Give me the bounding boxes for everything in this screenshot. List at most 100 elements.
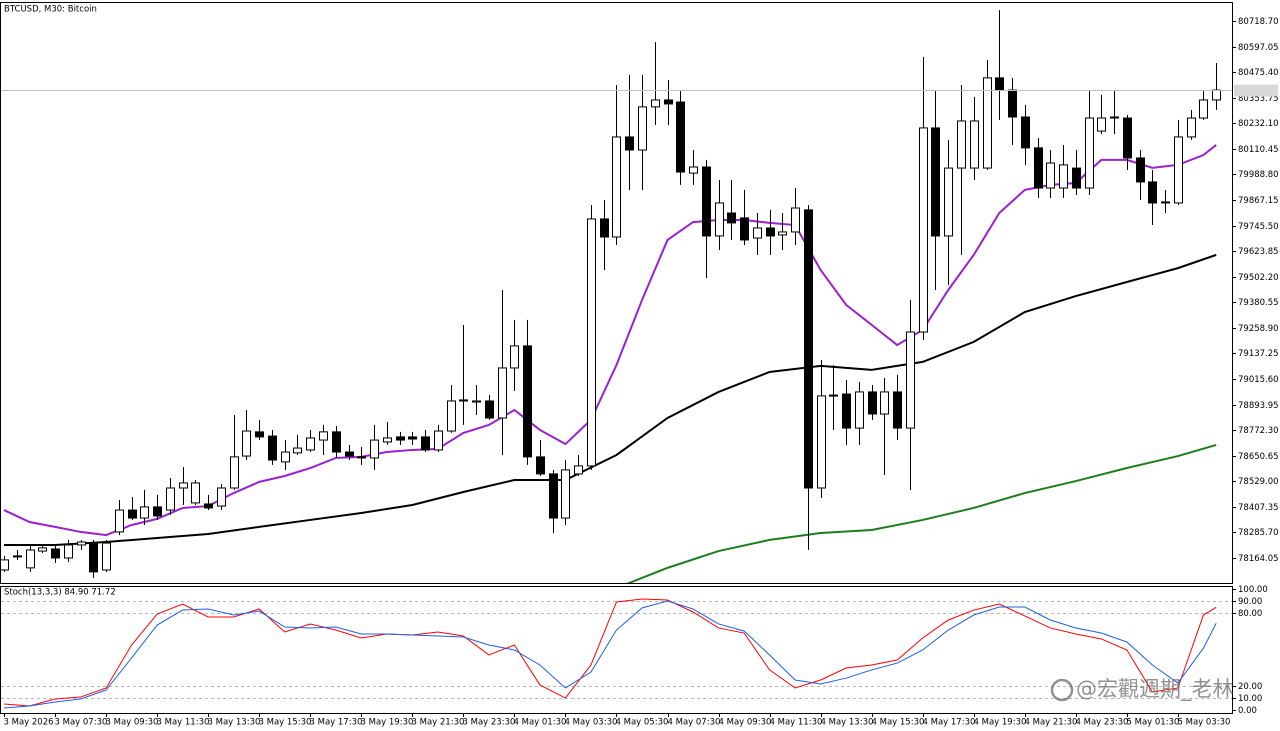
candle-body	[727, 212, 736, 224]
y-tick-label: 80353.75	[1238, 94, 1279, 104]
y-tick-label: 79867.15	[1238, 196, 1279, 206]
x-tick-label: 4 May 17:30	[923, 718, 976, 728]
candle-body	[855, 391, 864, 429]
candle-body	[459, 399, 468, 402]
candle-body	[702, 166, 711, 237]
candle-body	[51, 548, 60, 559]
y-tick-label: 80718.70	[1238, 17, 1279, 27]
x-tick-label: 3 May 11:30	[157, 718, 210, 728]
candle-body	[1072, 167, 1081, 189]
candle-body	[1148, 181, 1157, 204]
x-tick-label: 3 May 15:30	[259, 718, 312, 728]
candle-body	[1085, 117, 1094, 189]
candle-body	[370, 439, 379, 459]
candle-body	[625, 136, 634, 151]
last-price-marker	[1234, 84, 1278, 97]
candle-body	[1161, 201, 1170, 204]
x-tick-label: 4 May 05:30	[616, 718, 669, 728]
candle-body	[664, 99, 673, 105]
x-tick-label: 3 May 21:30	[412, 718, 465, 728]
y-tick-label: 78407.35	[1238, 503, 1279, 513]
candle-body	[676, 101, 685, 173]
x-tick-label: 3 May 19:30	[361, 718, 414, 728]
candle-body	[13, 555, 22, 558]
plot-area	[1, 9, 1221, 583]
candle-body	[817, 395, 826, 489]
x-tick-label: 3 May 07:30	[55, 718, 108, 728]
x-tick-label: 4 May 19:30	[974, 718, 1027, 728]
candle-body	[1097, 117, 1106, 132]
candle-body	[1187, 117, 1196, 138]
watermark: @宏觀週期_老林	[1050, 677, 1234, 702]
y-tick-label: 80475.40	[1238, 68, 1279, 78]
candle-body	[472, 400, 481, 403]
candle-body	[255, 431, 264, 438]
x-tick-label: 3 May 17:30	[310, 718, 363, 728]
y-tick-label: 80.00	[1238, 609, 1262, 619]
candle-body	[689, 166, 698, 174]
candle-body	[102, 542, 111, 571]
candle-body	[38, 547, 47, 552]
candle-body	[1008, 89, 1017, 118]
y-tick-label: 80110.45	[1238, 145, 1279, 155]
y-tick-label: 79623.85	[1238, 247, 1279, 257]
x-tick-label: 5 May 01:30	[1127, 718, 1180, 728]
panel-frame	[0, 586, 1233, 714]
candle-body	[868, 391, 877, 415]
candle-body	[804, 209, 813, 489]
x-tick-label: 4 May 03:30	[565, 718, 618, 728]
indicator-line	[3, 600, 1217, 709]
candle-body	[970, 120, 979, 169]
candle-body	[230, 456, 239, 489]
x-tick-label: 4 May 21:30	[1025, 718, 1078, 728]
candle-body	[1123, 117, 1132, 159]
candle-body	[510, 345, 519, 369]
candle-body	[396, 436, 405, 441]
candle-body	[1199, 99, 1208, 119]
candle-body	[64, 544, 73, 559]
x-tick-label: 4 May 01:30	[514, 718, 567, 728]
y-tick-label: 79258.90	[1238, 324, 1279, 334]
x-tick-label: 4 May 11:30	[770, 718, 823, 728]
candle-body	[919, 127, 928, 333]
candle-body	[753, 227, 762, 239]
candle-body	[332, 431, 341, 453]
y-tick-label: 79380.55	[1238, 298, 1279, 308]
y-tick-label: 79015.60	[1238, 375, 1279, 385]
candle-body	[995, 77, 1004, 91]
x-tick-label: 4 May 07:30	[668, 718, 721, 728]
candle-body	[574, 465, 583, 475]
y-tick-label: 78164.05	[1238, 554, 1279, 564]
candle-body	[204, 503, 213, 509]
indicator-line	[3, 598, 1217, 707]
candle-body	[306, 437, 315, 451]
candle-body	[829, 394, 838, 397]
y-tick-label: 100.00	[1238, 585, 1268, 595]
candle-body	[600, 218, 609, 238]
candle-body	[166, 487, 175, 511]
candle-body	[434, 430, 443, 451]
candle-body	[153, 506, 162, 517]
candle-body	[268, 435, 277, 461]
y-tick-label: 10.00	[1238, 694, 1262, 704]
x-tick-label: 3 May 2026	[4, 718, 54, 728]
candle-body	[766, 227, 775, 237]
watermark-logo	[1050, 678, 1074, 702]
candle-body	[791, 207, 800, 233]
y-tick-label: 0.00	[1238, 706, 1257, 716]
y-tick-label: 80232.10	[1238, 119, 1279, 129]
x-tick-label: 4 May 09:30	[719, 718, 772, 728]
candle-body	[345, 451, 354, 457]
candle-body	[140, 506, 149, 519]
candle-body	[26, 549, 35, 569]
candle-body	[638, 106, 647, 151]
y-tick-label: 80597.05	[1238, 43, 1279, 53]
panel-title: Stoch(13,3,3) 84.90 71.72	[4, 588, 116, 598]
candle-body	[740, 217, 749, 241]
y-tick-label: 20.00	[1238, 682, 1262, 692]
candle-body	[1174, 136, 1183, 204]
candle-body	[944, 167, 953, 237]
